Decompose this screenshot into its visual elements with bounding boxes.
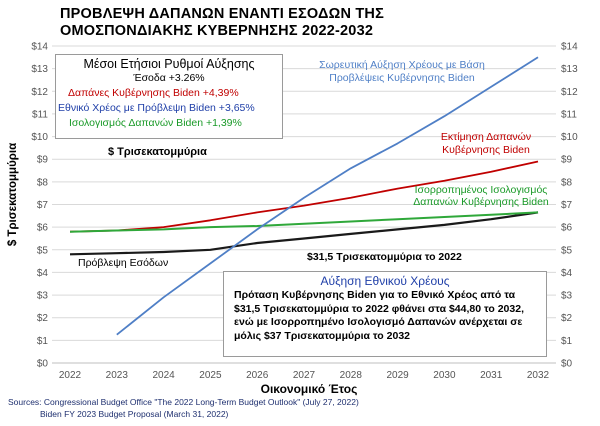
y-tick-label-left: $8 bbox=[37, 177, 49, 188]
source-line2: Biden FY 2023 Budget Proposal (March 31,… bbox=[40, 408, 229, 419]
debt-growth-header: Αύξηση Εθνικού Χρέους bbox=[320, 274, 450, 288]
x-tick-label: 2030 bbox=[433, 370, 456, 381]
y-tick-label-left: $1 bbox=[37, 336, 49, 347]
x-axis-label: Οικονομικό Έτος bbox=[261, 382, 358, 396]
debt-2022-annotation: $31,5 Τρισεκατομμύρια το 2022 bbox=[307, 251, 462, 263]
series-lines bbox=[69, 56, 539, 336]
y-tick-label-left: $5 bbox=[37, 245, 49, 256]
series-line-balanced bbox=[69, 211, 539, 233]
unit-label: $ Τρισεκατομμύρια bbox=[108, 146, 207, 158]
chart-title-line1: ΠΡΟΒΛΕΨΗ ΔΑΠΑΝΩΝ ΕΝΑΝΤΙ ΕΣΟΔΩΝ ΤΗΣ bbox=[60, 6, 385, 22]
x-tick-label: 2022 bbox=[59, 370, 82, 381]
series-line-debt bbox=[116, 56, 539, 336]
y-tick-label-right: $12 bbox=[561, 87, 578, 98]
x-tick-label: 2028 bbox=[340, 370, 363, 381]
debt-annotation-line1: Σωρευτική Αύξηση Χρέους με Βάση bbox=[319, 59, 485, 71]
y-tick-label-left: $12 bbox=[31, 87, 48, 98]
rate-spending: Δαπάνες Κυβέρνησης Biden +4,39% bbox=[68, 87, 239, 99]
tick-labels: $0 $1 $2 $3 $4 $5 $6 $7 $8 $9 $10 $11 $12 $13 $14 $0 $1 $… bbox=[7, 42, 578, 397]
spending-annotation-line1: Εκτίμηση Δαπανών bbox=[440, 131, 532, 143]
y-tick-label-right: $7 bbox=[561, 200, 573, 211]
x-tick-label: 2027 bbox=[293, 370, 316, 381]
chart-title: ΠΡΟΒΛΕΨΗ ΔΑΠΑΝΩΝ ΕΝΑΝΤΙ ΕΣΟΔΩΝ ΤΗΣ ΟΜΟΣΠ… bbox=[60, 6, 384, 40]
balanced-annotation-line1: Ισορροπημένος Ισολογισμός bbox=[414, 184, 548, 196]
y-tick-label-left: $2 bbox=[37, 313, 49, 324]
y-tick-label-right: $3 bbox=[561, 291, 573, 302]
y-tick-label-right: $11 bbox=[561, 109, 577, 120]
series-line-spending bbox=[69, 160, 539, 233]
y-tick-label-right: $9 bbox=[561, 155, 573, 166]
debt-annotation-line2: Προβλέψεις Κυβέρνησης Biden bbox=[329, 72, 475, 84]
y-tick-label-left: $0 bbox=[37, 359, 49, 370]
chart-title-line2: ΟΜΟΣΠΟΝΔΙΑΚΗΣ ΚΥΒΕΡΝΗΣΗΣ 2022-2032 bbox=[60, 23, 374, 39]
y-axis-label: $ Τρισεκατομμύρια bbox=[7, 143, 19, 246]
y-tick-label-left: $4 bbox=[37, 268, 49, 279]
y-tick-label-right: $14 bbox=[561, 42, 578, 53]
y-tick-label-left: $13 bbox=[31, 64, 48, 75]
x-tick-label: 2023 bbox=[106, 370, 129, 381]
y-tick-label-right: $4 bbox=[561, 268, 573, 279]
rate-debt: Εθνικό Χρέος με Πρόβλεψη Biden +3,65% bbox=[58, 102, 255, 114]
balanced-annotation-line2: Δαπανών Κυβέρνησης Biden bbox=[413, 196, 549, 208]
y-tick-label-right: $0 bbox=[561, 359, 573, 370]
spending-annotation: Εκτίμηση Δαπανών Κυβέρνησης Biden bbox=[416, 131, 556, 157]
x-tick-label: 2029 bbox=[386, 370, 409, 381]
y-tick-label-left: $9 bbox=[37, 155, 49, 166]
source-line1: Sources: Congressional Budget Office "Th… bbox=[8, 397, 359, 407]
y-tick-label-right: $5 bbox=[561, 245, 573, 256]
rate-revenue: Έσοδα +3.26% bbox=[133, 72, 205, 84]
spending-annotation-line2: Κυβέρνησης Biden bbox=[442, 144, 530, 156]
y-tick-label-right: $13 bbox=[561, 64, 578, 75]
y-tick-label-right: $1 bbox=[561, 336, 573, 347]
x-tick-label: 2032 bbox=[527, 370, 550, 381]
x-tick-label: 2024 bbox=[152, 370, 175, 381]
y-tick-label-left: $7 bbox=[37, 200, 49, 211]
y-tick-label-right: $10 bbox=[561, 132, 578, 143]
y-tick-label-left: $6 bbox=[37, 223, 49, 234]
sources: Sources: Congressional Budget Office "Th… bbox=[8, 397, 359, 420]
y-tick-label-right: $8 bbox=[561, 177, 573, 188]
debt-annotation: Σωρευτική Αύξηση Χρέους με Βάση Προβλέψε… bbox=[296, 59, 508, 85]
series-line-revenue bbox=[69, 211, 539, 256]
revenue-annotation: Πρόβλεψη Εσόδων bbox=[78, 257, 169, 269]
y-tick-label-left: $3 bbox=[37, 291, 49, 302]
x-tick-label: 2031 bbox=[480, 370, 503, 381]
debt-growth-box: Αύξηση Εθνικού Χρέους Πρόταση Κυβέρνησης… bbox=[223, 271, 547, 357]
y-tick-label-left: $11 bbox=[32, 109, 48, 120]
x-tick-label: 2026 bbox=[246, 370, 269, 381]
y-tick-label-right: $6 bbox=[561, 223, 573, 234]
growth-rates-header: Μέσοι Ετήσιοι Ρυθμοί Αύξησης bbox=[83, 57, 255, 71]
y-tick-label-left: $14 bbox=[31, 42, 48, 53]
rate-balanced: Ισολογισμός Δαπανών Biden +1,39% bbox=[69, 117, 242, 129]
debt-growth-text: Πρόταση Κυβέρνησης Biden για το Εθνικό Χ… bbox=[234, 289, 524, 342]
x-tick-label: 2025 bbox=[199, 370, 222, 381]
growth-rates-box: Μέσοι Ετήσιοι Ρυθμοί Αύξησης Έσοδα +3.26… bbox=[55, 54, 283, 139]
y-tick-label-left: $10 bbox=[31, 132, 48, 143]
balanced-annotation: Ισορροπημένος Ισολογισμός Δαπανών Κυβέρν… bbox=[400, 184, 562, 208]
y-tick-label-right: $2 bbox=[561, 313, 573, 324]
